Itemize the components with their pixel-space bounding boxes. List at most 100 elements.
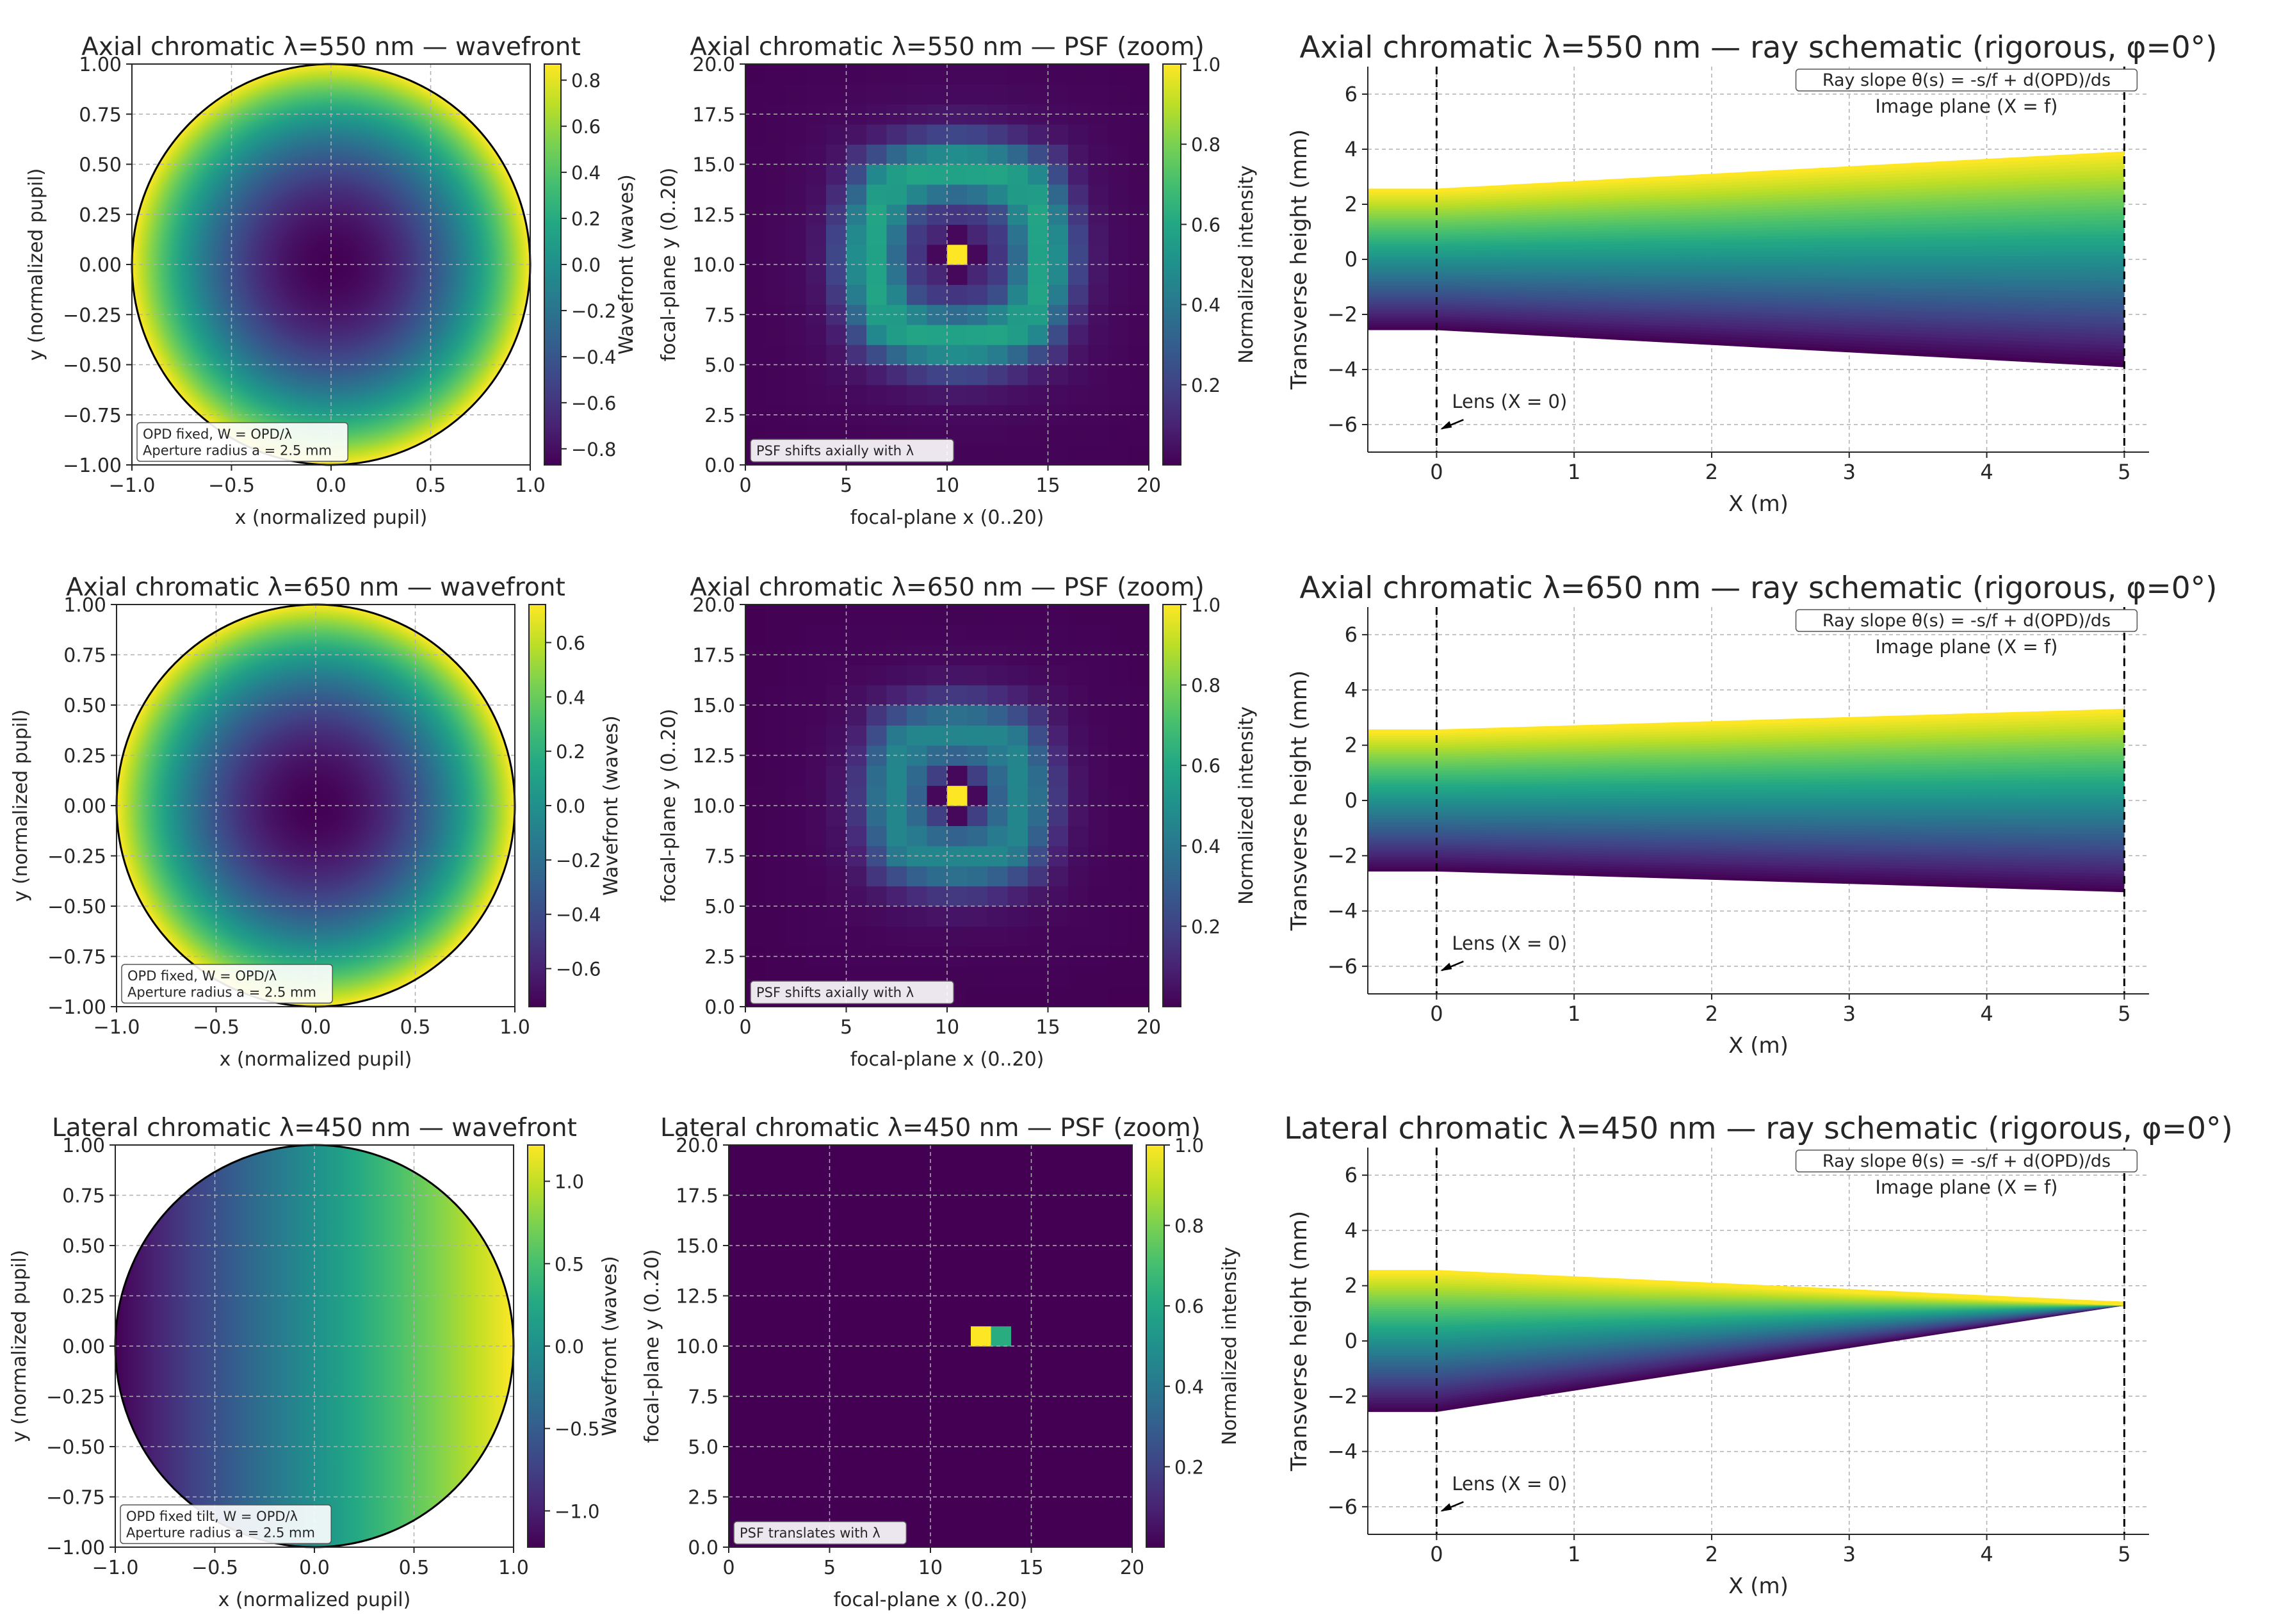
psf_lat450-psf-pixel xyxy=(829,1246,850,1266)
ray_lat450-xtick-label: 3 xyxy=(1843,1542,1856,1566)
psf_lat450-psf-pixel xyxy=(890,1466,911,1488)
psf_ax650-psf-pixel xyxy=(1028,866,1049,887)
psf_ax550-psf-pixel xyxy=(1048,84,1069,105)
psf_ax550-psf-pixel xyxy=(967,304,988,325)
psf_ax650-psf-pixel xyxy=(1128,986,1149,1007)
psf_ax550-psf-pixel xyxy=(826,244,847,265)
psf_ax550-psf-pixel xyxy=(1007,164,1028,185)
psf_ax550-psf-pixel xyxy=(1068,364,1089,386)
ray_ax650-ray xyxy=(1368,779,2125,788)
psf_lat450-psf-pixel xyxy=(1071,1447,1092,1467)
psf_lat450-psf-pixel xyxy=(769,1145,790,1165)
psf_ax550-psf-pixel xyxy=(765,244,786,265)
psf_lat450-psf-pixel xyxy=(1112,1306,1133,1327)
psf_lat450-psf-pixel xyxy=(1051,1145,1073,1165)
psf_ax650-psf-pixel xyxy=(826,745,847,766)
psf_ax550-psf-pixel xyxy=(927,384,948,405)
psf_ax650-psf-pixel xyxy=(1068,806,1089,826)
psf_ax550-psf-pixel xyxy=(967,124,988,145)
psf_lat450-psf-pixel xyxy=(829,1225,850,1246)
psf_ax550-psf-pixel xyxy=(806,345,827,366)
psf_ax650-psf-pixel xyxy=(1068,624,1089,646)
psf_ax550-psf-pixel xyxy=(987,264,1009,285)
psf_ax550-psf-pixel xyxy=(786,284,807,305)
ray_ax550-lens-label: Lens (X = 0) xyxy=(1452,391,1567,412)
psf_ax550-psf-pixel xyxy=(1028,444,1049,466)
ray_ax650-ray xyxy=(1368,760,2125,774)
psf_lat450-psf-pixel xyxy=(930,1466,952,1488)
psf_ax650-psf-pixel xyxy=(786,605,807,625)
psf_ax550-psf-pixel xyxy=(1108,444,1130,466)
psf_lat450-psf-pixel xyxy=(950,1326,971,1347)
ray_ax550-ray xyxy=(1368,155,2125,195)
psf_ax650-psf-pixel xyxy=(826,785,847,806)
psf_lat450-psf-pixel xyxy=(789,1426,810,1447)
psf_ax650-psf-pixel xyxy=(927,605,948,625)
psf_ax550-psf-pixel xyxy=(907,184,928,205)
psf_lat450-psf-pixel xyxy=(971,1145,992,1165)
ray_ax650-ray xyxy=(1368,763,2125,775)
wf_ax550-colorbar-tick-label: 0.0 xyxy=(571,254,601,276)
psf_ax550-psf-pixel xyxy=(967,64,988,85)
ray_lat450-ytick-label: 2 xyxy=(1345,1274,1358,1298)
psf_ax650-psf-pixel xyxy=(907,825,928,847)
psf_lat450-psf-pixel xyxy=(769,1306,790,1327)
psf_lat450-psf-pixel xyxy=(991,1366,1012,1387)
psf_ax650-psf-pixel xyxy=(765,886,786,907)
psf_lat450-psf-pixel xyxy=(991,1346,1012,1367)
ray_ax550-ytick-label: 4 xyxy=(1345,137,1358,161)
psf_ax550-psf-pixel xyxy=(1128,345,1149,366)
psf_ax650-psf-pixels xyxy=(745,605,1149,1007)
psf_lat450-psf-pixel xyxy=(1051,1246,1073,1266)
psf_ax650-psf-pixel xyxy=(765,685,786,706)
psf_ax650-psf-pixel xyxy=(987,685,1009,706)
psf_ax550-psf-pixel xyxy=(947,144,968,165)
psf_ax650-psf-pixel xyxy=(1028,825,1049,847)
psf_ax550-psf-pixel xyxy=(1128,405,1149,425)
psf_ax550-psf-pixel xyxy=(765,345,786,366)
psf_ax650-psf-pixel xyxy=(1108,926,1130,947)
psf_lat450-psf-pixel xyxy=(910,1225,931,1246)
psf_ax650-psf-pixel xyxy=(806,765,827,786)
psf_ax650-psf-pixel xyxy=(1048,886,1069,907)
psf_ax650-psf-pixel xyxy=(1128,926,1149,947)
psf_ax650-psf-pixel xyxy=(846,705,867,726)
psf_lat450-psf-pixel xyxy=(769,1165,790,1186)
ray_ax550-ray xyxy=(1368,151,2125,193)
psf_ax650-psf-pixel xyxy=(745,705,767,726)
psf_ax650-psf-pixel xyxy=(967,745,988,766)
psf_lat450-psf-pixel xyxy=(1011,1225,1032,1246)
psf_lat450-psf-pixel xyxy=(749,1426,770,1447)
psf_ax650-ytick-label: 15.0 xyxy=(692,695,735,717)
wf_ax650-title: Axial chromatic λ=650 nm — wavefront xyxy=(66,573,565,602)
psf_lat450-psf-pixel xyxy=(829,1265,850,1287)
psf_lat450-psf-pixel xyxy=(850,1285,871,1306)
psf_ax550-psf-pixel xyxy=(1028,324,1049,345)
psf_ax550-psf-pixel xyxy=(806,244,827,265)
wf_ax550-ytick-label: 1.00 xyxy=(79,54,122,76)
psf_lat450-psf-pixel xyxy=(850,1326,871,1347)
psf_ax650-psf-pixel xyxy=(846,644,867,665)
psf_ax550-psf-pixel xyxy=(1128,104,1149,125)
psf_ax550-psf-pixel xyxy=(1068,284,1089,305)
wf_lat450-ytick-label: 0.75 xyxy=(62,1185,105,1208)
psf_ax550-psf-pixel xyxy=(947,124,968,145)
psf_lat450-psf-pixel xyxy=(789,1466,810,1488)
wf_lat450-annotation-text: OPD fixed tilt, W = OPD/λ xyxy=(126,1509,298,1524)
psf_ax650-psf-pixel xyxy=(745,906,767,927)
psf_ax550-psf-pixel xyxy=(846,324,867,345)
ray_ax550-ray xyxy=(1368,268,2125,278)
psf_ax650-psf-pixel xyxy=(1068,825,1089,847)
ray_ax650-xtick-label: 4 xyxy=(1980,1002,1993,1026)
psf_ax650-psf-pixel xyxy=(967,825,988,847)
psf_ax650-psf-pixel xyxy=(1028,605,1049,625)
psf_ax650-psf-pixel xyxy=(866,685,888,706)
psf_ax550-psf-pixel xyxy=(786,264,807,285)
psf_lat450-psf-pixel xyxy=(991,1326,1012,1347)
psf_ax650-psf-pixel xyxy=(826,866,847,887)
psf_lat450-psf-pixel xyxy=(890,1225,911,1246)
psf_ax650-psf-pixel xyxy=(1048,825,1069,847)
psf_ax550-psf-pixel xyxy=(947,324,968,345)
psf_lat450-psf-pixel xyxy=(789,1225,810,1246)
psf_lat450-psf-pixel xyxy=(1112,1225,1133,1246)
